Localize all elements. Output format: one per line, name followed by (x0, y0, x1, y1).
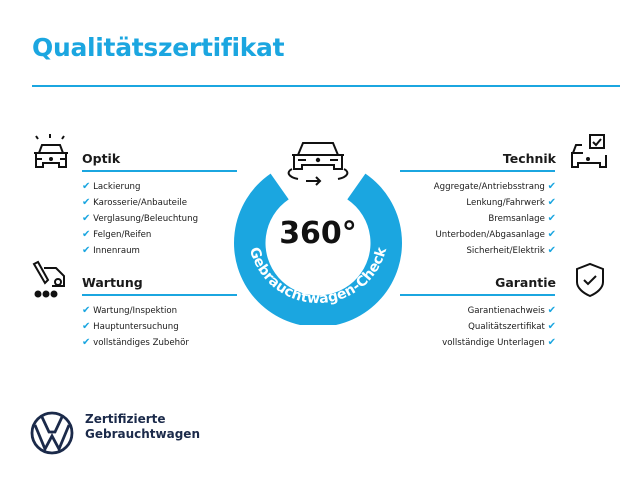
check-icon: ✔ (82, 229, 91, 240)
list-item: ✔ Hauptuntersuchung (82, 321, 179, 332)
check-icon: ✔ (547, 197, 556, 208)
list-item: ✔ Karosserie/Anbauteile (82, 197, 188, 208)
check-icon: ✔ (547, 321, 556, 332)
360-check-badge: 360° Gebrauchtwagen-Check (234, 142, 402, 325)
check-icon: ✔ (547, 181, 556, 192)
check-icon: ✔ (82, 181, 91, 192)
check-icon: ✔ (547, 245, 556, 256)
shield-check-icon (576, 262, 604, 298)
list-item: ✔ Wartung/Inspektion (82, 305, 178, 316)
list-item: Lenkung/Fahrwerk ✔ (466, 197, 556, 208)
section-divider-wartung (82, 294, 237, 296)
list-item: Unterboden/Abgasanlage ✔ (435, 229, 557, 240)
vw-logo (30, 411, 74, 455)
check-icon: ✔ (82, 321, 91, 332)
brand-line-2: Gebrauchtwagen (85, 427, 200, 441)
check-icon: ✔ (547, 229, 556, 240)
check-icon: ✔ (547, 305, 556, 316)
section-heading-garantie: Garantie (495, 275, 556, 290)
list-item: Qualitätszertifikat ✔ (468, 321, 556, 332)
check-icon: ✔ (82, 197, 91, 208)
check-icon: ✔ (82, 213, 91, 224)
check-icon: ✔ (82, 305, 91, 316)
car-360-icon (287, 142, 349, 186)
list-item: Garantienachweis ✔ (467, 305, 556, 316)
check-icon: ✔ (82, 337, 91, 348)
section-divider-garantie (400, 294, 555, 296)
check-icon: ✔ (82, 245, 91, 256)
section-divider-technik (400, 170, 555, 172)
list-item: ✔ Verglasung/Beleuchtung (82, 213, 199, 224)
wartung-list: ✔ Wartung/Inspektion ✔ Hauptuntersuchung… (82, 303, 189, 351)
service-tools-icon (32, 260, 65, 298)
list-item: ✔ Lackierung (82, 181, 141, 192)
section-heading-optik: Optik (82, 151, 121, 166)
section-heading-technik: Technik (502, 151, 556, 166)
section-divider-optik (82, 170, 237, 172)
list-item: Aggregate/Antriebsstrang ✔ (433, 181, 556, 192)
list-item: vollständige Unterlagen ✔ (442, 337, 556, 348)
garantie-list: Garantienachweis ✔ Qualitätszertifikat ✔… (442, 303, 556, 351)
technik-list: Aggregate/Antriebsstrang ✔ Lenkung/Fahrw… (434, 179, 556, 259)
list-item: Bremsanlage ✔ (488, 213, 556, 224)
360-label: 360° (279, 216, 357, 251)
brand-line-1: Zertifizierte (85, 412, 166, 426)
car-checklist-icon (571, 134, 607, 168)
page-title: Qualitätszertifikat (32, 33, 285, 62)
list-item: Sicherheit/Elektrik ✔ (466, 245, 556, 256)
list-item: ✔ Felgen/Reifen (82, 229, 152, 240)
section-heading-wartung: Wartung (82, 275, 143, 290)
optik-list: ✔ Lackierung ✔ Karosserie/Anbauteile ✔ V… (82, 179, 198, 259)
car-lights-icon (34, 134, 68, 168)
check-icon: ✔ (547, 337, 556, 348)
list-item: ✔ Innenraum (82, 245, 140, 256)
list-item: ✔ vollständiges Zubehör (82, 337, 189, 348)
blue-ring (234, 173, 402, 325)
check-icon: ✔ (547, 213, 556, 224)
title-divider (32, 85, 620, 87)
brand-text: Zertifizierte Gebrauchtwagen (85, 412, 200, 442)
